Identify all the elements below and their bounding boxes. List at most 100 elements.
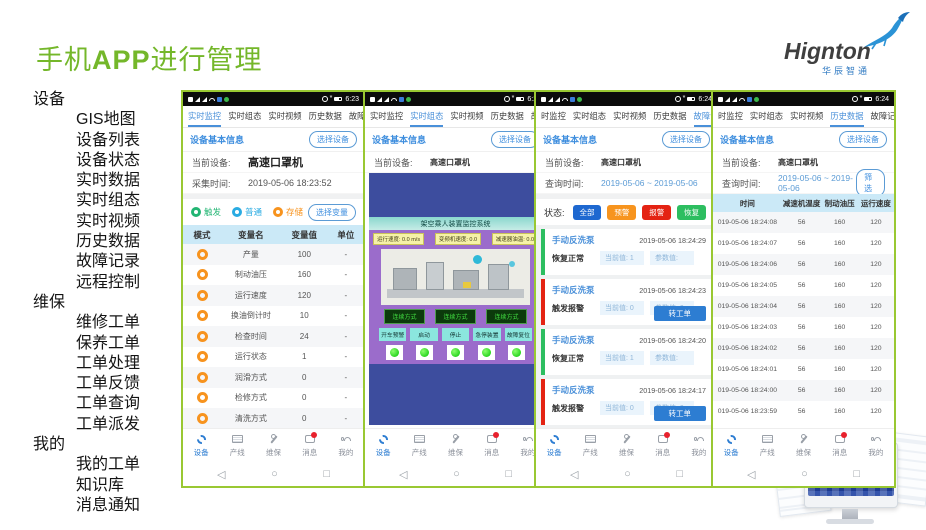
back-icon[interactable]: ◁ — [747, 468, 756, 481]
control-button[interactable]: 故障复位 — [504, 328, 533, 341]
nav-item-mine[interactable]: 我的 — [681, 434, 717, 458]
control-button[interactable]: 停止 — [441, 328, 470, 341]
history-temp: 56 — [797, 261, 806, 268]
nav-item-message[interactable]: 消息 — [822, 431, 858, 458]
to-workorder-button[interactable]: 转工单 — [653, 406, 706, 421]
mode-button[interactable]: 连续方式 — [486, 309, 527, 324]
tab[interactable]: 故障记录 — [693, 106, 717, 127]
history-time: 019-05-06 18:24:08 — [717, 219, 778, 226]
nav-item-device[interactable]: 设备 — [536, 434, 572, 458]
nav-item-line[interactable]: 产线 — [219, 434, 255, 458]
menu-item: 工单反馈 — [76, 375, 141, 393]
home-icon[interactable]: ○ — [801, 468, 808, 480]
recents-icon[interactable]: □ — [505, 468, 512, 480]
select-device-button[interactable]: 选择设备 — [662, 131, 710, 148]
back-icon[interactable]: ◁ — [217, 468, 226, 481]
to-workorder-button[interactable]: 转工单 — [653, 306, 706, 321]
select-device-button[interactable]: 选择设备 — [491, 131, 539, 148]
phone-history-data: * 6:24 时监控实时组态实时视频历史数据故障记录远程控制 设备基本信息 选择… — [711, 90, 896, 488]
nav-item-device[interactable]: 设备 — [365, 434, 401, 458]
wifi-icon — [739, 97, 745, 101]
history-temp: 56 — [797, 387, 806, 394]
recents-icon[interactable]: □ — [323, 468, 330, 480]
back-icon[interactable]: ◁ — [570, 468, 579, 481]
nav-item-device[interactable]: 设备 — [713, 434, 749, 458]
select-variable-button[interactable]: 选择变量 — [308, 203, 356, 221]
home-icon[interactable]: ○ — [271, 468, 278, 480]
tab[interactable]: 实时组态 — [572, 110, 607, 121]
nav-item-message[interactable]: 消息 — [645, 431, 681, 458]
status-filter-button[interactable]: 全部 — [572, 204, 602, 220]
tab[interactable]: 故障记录 — [870, 110, 894, 121]
notification-badge — [492, 431, 499, 438]
brand-logo: Hignton 华辰智通 — [782, 10, 920, 82]
nav-item-line[interactable]: 产线 — [401, 434, 437, 458]
signal-icon — [202, 96, 207, 102]
tab[interactable]: 故障记录 — [348, 110, 364, 121]
tab[interactable]: 历史数据 — [490, 110, 524, 121]
nav-item-mine[interactable]: 我的 — [328, 434, 364, 458]
nav-item-maintain[interactable]: 维保 — [437, 433, 473, 458]
tab[interactable]: 历史数据 — [653, 110, 687, 121]
control-button[interactable]: 急停装置 — [473, 328, 501, 341]
scada-panel: 架空乘人装置监控系统 运行速度: 0.0 m/s 变频机速度: 0.0 减速器油温:… — [369, 173, 542, 425]
tab[interactable]: 时监控 — [718, 110, 743, 121]
query-time-value[interactable]: 2019-05-06 ~ 2019-05-06 — [778, 173, 853, 193]
recents-icon[interactable]: □ — [853, 468, 860, 480]
nav-item-line[interactable]: 产线 — [572, 434, 608, 458]
alarm-time: 2019-05-06 18:24:20 — [639, 335, 706, 345]
tab[interactable]: 时监控 — [541, 110, 566, 121]
nav-item-line[interactable]: 产线 — [749, 434, 785, 458]
variable-unit: - — [344, 372, 348, 382]
tab-bar: 时监控实时组态实时视频历史数据故障记录远程控制 — [536, 106, 717, 128]
filter-button[interactable]: 筛选 — [856, 169, 885, 197]
alarm-time: 2019-05-06 18:24:17 — [639, 385, 706, 395]
tab[interactable]: 实时视频 — [450, 110, 484, 121]
mode-button[interactable]: 连续方式 — [435, 309, 476, 324]
tab[interactable]: 实时视频 — [613, 110, 647, 121]
table-header: 时间 减速机温度 制动油压 运行速度 — [713, 194, 894, 212]
mode-button[interactable]: 连续方式 — [384, 309, 425, 324]
history-temp: 56 — [797, 282, 806, 289]
signal-icon — [377, 96, 382, 102]
recents-icon[interactable]: □ — [676, 468, 683, 480]
app-notif-icon — [754, 96, 759, 102]
tab[interactable]: 实时组态 — [228, 110, 262, 121]
signal-icon — [384, 96, 389, 102]
history-time: 019-05-06 18:24:06 — [717, 261, 778, 268]
select-device-button[interactable]: 选择设备 — [839, 131, 887, 148]
back-icon[interactable]: ◁ — [399, 468, 408, 481]
tab[interactable]: 实时视频 — [268, 110, 302, 121]
nav-item-mine[interactable]: 我的 — [858, 434, 894, 458]
control-button[interactable]: 开车预警 — [379, 328, 407, 341]
nav-item-maintain[interactable]: 维保 — [255, 433, 291, 458]
tab[interactable]: 历史数据 — [830, 106, 864, 127]
control-button[interactable]: 启动 — [410, 328, 438, 341]
select-device-button[interactable]: 选择设备 — [309, 131, 357, 148]
variable-name: 润滑方式 — [234, 372, 267, 382]
status-filter-button[interactable]: 预警 — [607, 204, 637, 220]
status-filter-button[interactable]: 报警 — [642, 204, 672, 220]
variable-value: 0 — [302, 413, 307, 423]
chat-icon — [486, 431, 499, 445]
nav-item-maintain[interactable]: 维保 — [785, 433, 821, 458]
nav-item-device[interactable]: 设备 — [183, 434, 219, 458]
nav-item-maintain[interactable]: 维保 — [608, 433, 644, 458]
home-icon[interactable]: ○ — [624, 468, 631, 480]
nav-item-message[interactable]: 消息 — [292, 431, 328, 458]
variable-row: 产量 100 - — [183, 244, 364, 265]
tab[interactable]: 实时组态 — [749, 110, 784, 121]
status-filter-button[interactable]: 恢复 — [677, 204, 707, 220]
legend-label: 触发 — [204, 207, 222, 217]
home-icon[interactable]: ○ — [453, 468, 460, 480]
tab[interactable]: 历史数据 — [308, 110, 342, 121]
nav-item-message[interactable]: 消息 — [474, 431, 510, 458]
tab[interactable]: 实时监控 — [370, 110, 404, 121]
tab[interactable]: 实时组态 — [410, 106, 444, 127]
nav-item-mine[interactable]: 我的 — [510, 434, 546, 458]
tab[interactable]: 实时监控 — [188, 106, 222, 127]
wifi-icon — [562, 97, 568, 101]
device-label: 当前设备: — [722, 157, 761, 168]
tab[interactable]: 实时视频 — [790, 110, 824, 121]
query-time-value[interactable]: 2019-05-06 ~ 2019-05-06 — [601, 178, 698, 188]
